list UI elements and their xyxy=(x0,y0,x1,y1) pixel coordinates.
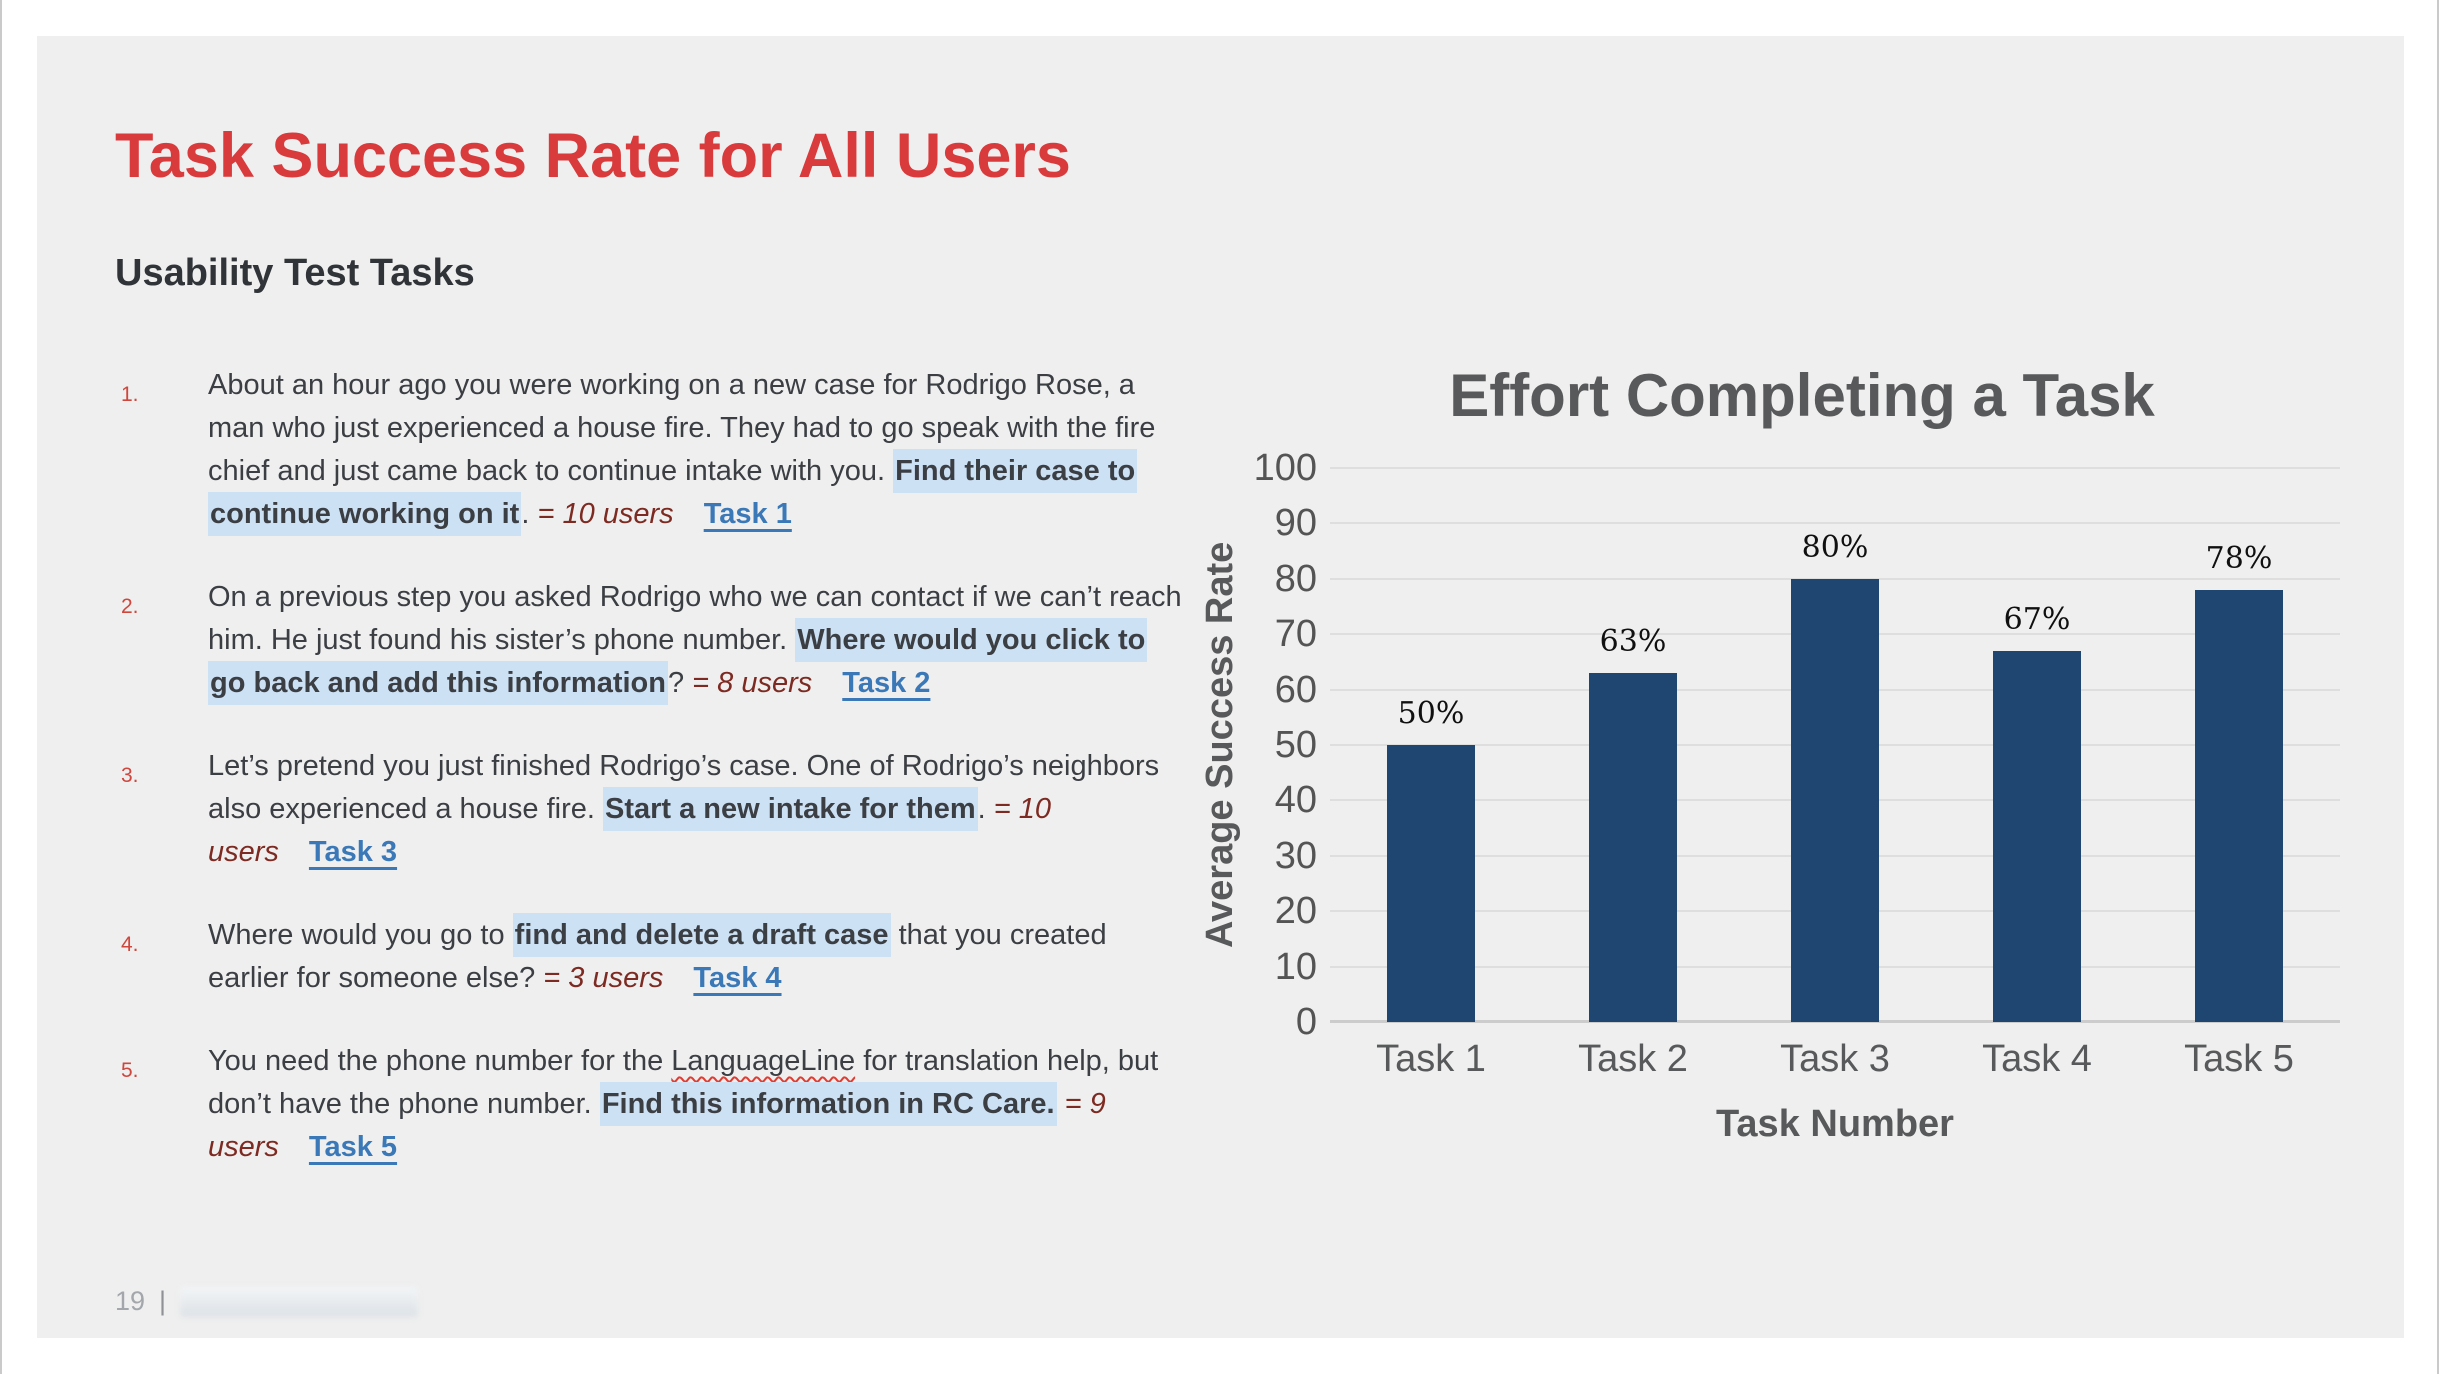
y-tick-label: 40 xyxy=(1274,779,1317,822)
plot-area: 50% 63% 80% 67% 78% xyxy=(1330,467,2340,1023)
task-text: . xyxy=(521,498,538,530)
task-user-count: = 8 users xyxy=(692,667,813,699)
task-link[interactable]: Task 1 xyxy=(703,498,792,530)
task-text: On a previous step you asked Rodrigo who… xyxy=(208,581,1182,656)
x-axis-title: Task Number xyxy=(1716,1103,1954,1145)
task-item: 4. Where would you go to find and delete … xyxy=(115,913,1183,1000)
bar-task-1 xyxy=(1387,745,1475,1022)
x-tick-label: Task 5 xyxy=(2184,1038,2294,1080)
y-tick-label: 80 xyxy=(1274,557,1317,600)
task-user-count: = 3 users xyxy=(543,962,664,994)
y-tick-label: 50 xyxy=(1274,723,1317,766)
gridline xyxy=(1330,522,2340,525)
bar-slot: 80% xyxy=(1734,468,1936,1022)
chart-title: Effort Completing a Task xyxy=(1449,362,2155,429)
task-highlighted-text: Start a new intake for them xyxy=(602,787,978,831)
task-highlighted-text: find and delete a draft case xyxy=(512,913,891,957)
bar-slot: 63% xyxy=(1532,468,1734,1022)
bar-value-label: 78% xyxy=(2205,540,2273,576)
bar-slot: 78% xyxy=(2138,468,2340,1022)
slide-subtitle: Usability Test Tasks xyxy=(115,252,475,294)
y-tick-label: 100 xyxy=(1253,447,1317,489)
task-text: . xyxy=(977,793,994,825)
bar-slot: 50% xyxy=(1330,468,1532,1022)
footer-separator: | xyxy=(159,1286,167,1316)
task-highlighted-text: Find this information in RC Care. xyxy=(599,1082,1057,1126)
task-user-count: = 9 users xyxy=(208,1088,1106,1163)
bar-value-label: 80% xyxy=(1801,529,1869,565)
task-list: 1. About an hour ago you were working on … xyxy=(115,364,1183,1209)
task-text: You need the phone number for the xyxy=(208,1045,672,1077)
bar-slot: 67% xyxy=(1936,468,2138,1022)
task-item: 5. You need the phone number for the Lang… xyxy=(115,1040,1183,1169)
task-item: 2. On a previous step you asked Rodrigo w… xyxy=(115,576,1183,705)
task-number: 2. xyxy=(121,595,139,618)
bar-task-3 xyxy=(1791,578,1879,1022)
bar-chart: Effort Completing a Task Average Success… xyxy=(1177,361,2387,1191)
task-text: Where would you go to xyxy=(208,919,513,951)
task-link[interactable]: Task 5 xyxy=(308,1131,398,1163)
bar-value-label: 50% xyxy=(1397,696,1465,731)
slide-title: Task Success Rate for All Users xyxy=(115,121,1071,191)
y-tick-label: 70 xyxy=(1274,613,1317,656)
task-number: 5. xyxy=(121,1059,139,1082)
task-number: 1. xyxy=(121,383,139,406)
y-tick-label: 90 xyxy=(1274,502,1317,545)
task-number: 4. xyxy=(121,933,139,956)
task-text: ? xyxy=(667,667,693,699)
slide: Task Success Rate for All Users Usabilit… xyxy=(37,36,2404,1338)
gridline xyxy=(1330,467,2340,469)
x-tick-label: Task 2 xyxy=(1578,1038,1688,1080)
task-text: for translation help, but don’t have the… xyxy=(208,1045,1159,1120)
task-text: About an hour ago you were working on a … xyxy=(208,369,1156,487)
task-link[interactable]: Task 4 xyxy=(693,962,782,994)
bar-value-label: 63% xyxy=(1599,623,1667,659)
task-text: that you created earlier for someone els… xyxy=(208,919,1107,994)
bars-container: 50% 63% 80% 67% 78% xyxy=(1330,468,2340,1022)
y-tick-label: 60 xyxy=(1274,668,1317,711)
bar-task-4 xyxy=(1993,650,2081,1022)
task-number: 3. xyxy=(121,764,139,787)
task-user-count: = 10 users xyxy=(537,498,674,530)
y-tick-label: 20 xyxy=(1274,890,1317,933)
task-user-count: = 10 users xyxy=(208,793,1052,868)
x-tick-label: Task 3 xyxy=(1780,1038,1890,1080)
bar-task-5 xyxy=(2195,589,2283,1022)
slide-footer: 19 | xyxy=(115,1286,419,1317)
task-item: 1. About an hour ago you were working on … xyxy=(115,364,1183,536)
bar-task-2 xyxy=(1589,672,1677,1022)
task-link[interactable]: Task 2 xyxy=(842,667,931,699)
x-axis-labels: Task 1 Task 2 Task 3 Task 4 Task 5 xyxy=(1330,1038,2340,1081)
x-tick-label: Task 4 xyxy=(1982,1038,2092,1080)
task-text: Let’s pretend you just finished Rodrigo’… xyxy=(208,750,1160,825)
window-right-edge xyxy=(2437,0,2439,1374)
spellcheck-flagged-word: LanguageLine xyxy=(671,1045,856,1077)
y-tick-label: 10 xyxy=(1274,945,1317,988)
bar-value-label: 67% xyxy=(2003,601,2071,637)
task-item: 3. Let’s pretend you just finished Rodrig… xyxy=(115,745,1183,874)
x-tick-label: Task 1 xyxy=(1376,1038,1486,1080)
y-axis-ticks: 100 90 80 70 60 50 40 30 20 10 0 xyxy=(1227,447,1317,1043)
window-left-edge xyxy=(0,0,2,1374)
page-number: 19 xyxy=(115,1286,146,1316)
task-link[interactable]: Task 3 xyxy=(308,836,398,868)
y-tick-label: 30 xyxy=(1274,834,1317,877)
y-tick-label: 0 xyxy=(1295,1000,1317,1043)
redacted-footer-text xyxy=(180,1286,419,1317)
